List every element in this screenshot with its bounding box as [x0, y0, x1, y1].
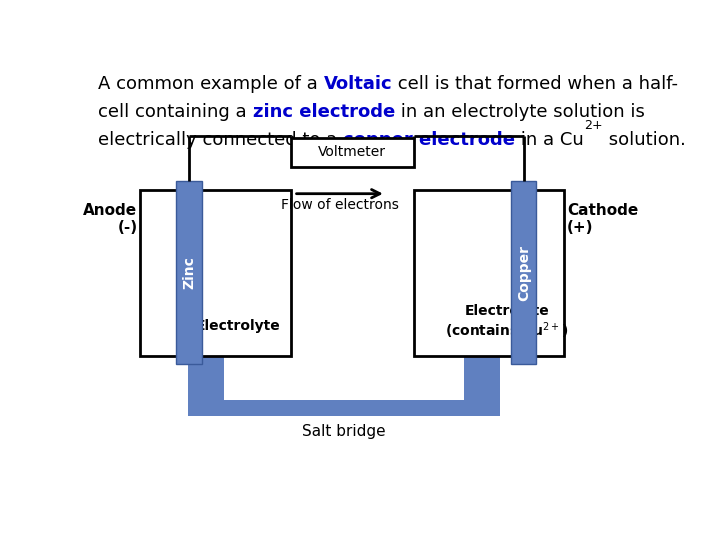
Bar — [188, 356, 224, 416]
Text: Voltmeter: Voltmeter — [318, 145, 386, 159]
Text: Cathode
(+): Cathode (+) — [567, 203, 639, 235]
Text: Salt bridge: Salt bridge — [302, 424, 386, 440]
Text: in an electrolyte solution is: in an electrolyte solution is — [395, 103, 645, 121]
Text: zinc electrode: zinc electrode — [253, 103, 395, 121]
Text: cell is that formed when a half-: cell is that formed when a half- — [392, 75, 678, 93]
Text: A common example of a: A common example of a — [99, 75, 324, 93]
Text: in a Cu: in a Cu — [516, 131, 584, 149]
Bar — [464, 356, 500, 416]
Text: Voltaic: Voltaic — [324, 75, 392, 93]
Bar — [291, 138, 413, 167]
Text: Electrolyte: Electrolyte — [196, 319, 281, 333]
Bar — [188, 400, 500, 416]
Bar — [140, 190, 291, 356]
Bar — [511, 181, 536, 364]
Text: 2+: 2+ — [584, 119, 603, 132]
Text: Copper: Copper — [517, 245, 531, 301]
Text: Flow of electrons: Flow of electrons — [281, 198, 399, 212]
Bar — [176, 181, 202, 364]
Text: solution.: solution. — [603, 131, 685, 149]
Text: cell containing a: cell containing a — [99, 103, 253, 121]
Bar — [413, 190, 564, 356]
Text: Anode
(-): Anode (-) — [84, 203, 138, 235]
Text: Electrolyte
(contains Cu$^{2+}$): Electrolyte (contains Cu$^{2+}$) — [445, 303, 569, 341]
Text: Zinc: Zinc — [182, 256, 196, 289]
Text: electrically connected to a: electrically connected to a — [99, 131, 343, 149]
Text: copper electrode: copper electrode — [343, 131, 516, 149]
